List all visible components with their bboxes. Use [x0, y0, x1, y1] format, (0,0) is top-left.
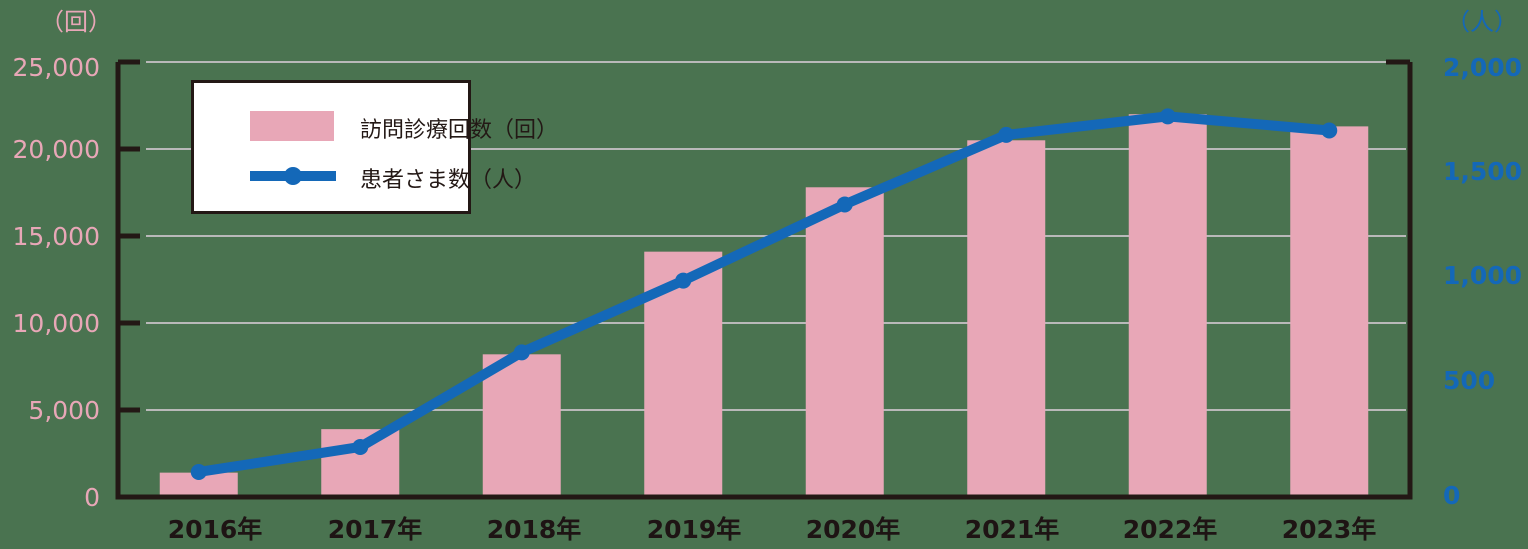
right-tick-2000: 2,000 [1443, 53, 1523, 82]
legend-bar-label: 訪問診療回数（回） [360, 118, 559, 143]
x-label-2021: 2021年 [964, 515, 1060, 544]
bar [967, 140, 1046, 498]
x-label-2023: 2023年 [1281, 515, 1377, 544]
left-tick-10000: 10,000 [12, 309, 100, 338]
data-point-marker [836, 196, 853, 213]
bar [1128, 114, 1207, 497]
data-point-marker [190, 463, 207, 480]
x-label-2020: 2020年 [805, 515, 901, 544]
x-label-2018: 2018年 [486, 515, 582, 544]
left-tick-25000: 25,000 [12, 53, 100, 82]
left-axis-unit: （回） [40, 8, 112, 36]
legend-line-label: 患者さま数（人） [360, 168, 537, 193]
left-tick-20000: 20,000 [12, 135, 100, 164]
legend-line-swatch [250, 167, 336, 185]
right-axis-unit: （人） [1446, 8, 1518, 36]
bar [482, 354, 561, 497]
x-label-2017: 2017年 [327, 515, 423, 544]
data-point-marker [1159, 108, 1176, 125]
axis-frame [115, 62, 1413, 500]
data-point-marker [352, 438, 369, 455]
bar [805, 187, 884, 497]
patient-line [197, 111, 1330, 477]
right-tick-0: 0 [1443, 481, 1461, 510]
bar [1290, 126, 1369, 497]
legend: 訪問診療回数（回） 患者さま数（人） [191, 80, 558, 214]
data-point-marker [513, 344, 530, 361]
legend-bar-swatch [250, 111, 334, 141]
x-label-2016: 2016年 [167, 515, 263, 544]
left-tick-0: 0 [84, 483, 100, 512]
data-point-marker [1321, 122, 1338, 139]
left-tick-15000: 15,000 [12, 222, 100, 251]
data-point-marker [675, 272, 692, 289]
data-point-marker [998, 126, 1015, 143]
left-tick-5000: 5,000 [28, 396, 100, 425]
x-label-2022: 2022年 [1122, 515, 1218, 544]
right-tick-1000: 1,000 [1443, 261, 1523, 290]
right-tick-1500: 1,500 [1443, 157, 1523, 186]
x-label-2019: 2019年 [646, 515, 742, 544]
right-tick-500: 500 [1443, 366, 1496, 395]
